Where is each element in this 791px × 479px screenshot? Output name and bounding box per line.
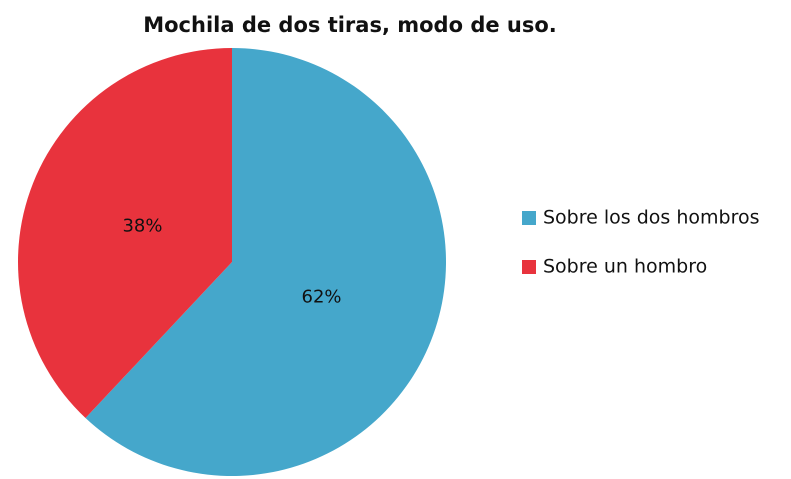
legend-swatch xyxy=(522,260,536,274)
legend-swatch xyxy=(522,211,536,225)
pie-slice xyxy=(18,48,232,418)
chart-title: Mochila de dos tiras, modo de uso. xyxy=(143,13,557,37)
legend-label: Sobre los dos hombros xyxy=(543,207,760,229)
legend-label: Sobre un hombro xyxy=(543,256,707,278)
slice-label: 62% xyxy=(302,286,342,307)
slice-label: 38% xyxy=(122,216,162,237)
pie-slice xyxy=(85,48,447,477)
